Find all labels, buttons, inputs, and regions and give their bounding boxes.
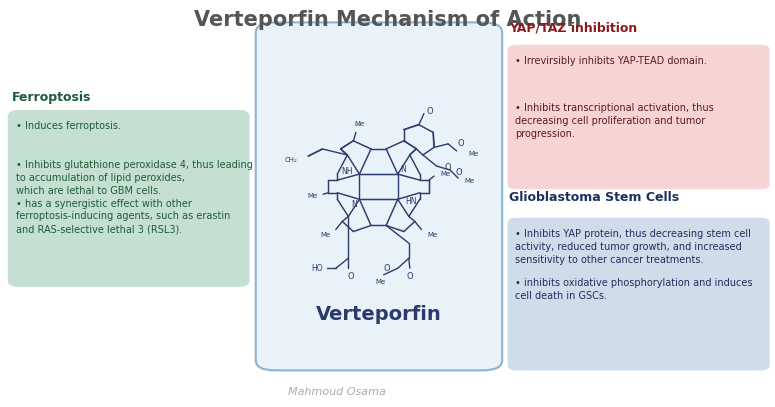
Text: • Irrevirsibly inhibits YAP-TEAD domain.: • Irrevirsibly inhibits YAP-TEAD domain.	[515, 56, 708, 66]
Text: —: —	[355, 123, 360, 128]
Text: O: O	[347, 272, 354, 281]
Text: Me: Me	[427, 232, 437, 238]
Text: • Inhibits transcriptional activation, thus
decreasing cell proliferation and tu: • Inhibits transcriptional activation, t…	[515, 103, 714, 138]
Text: Me: Me	[464, 178, 474, 184]
Text: • Induces ferroptosis.: • Induces ferroptosis.	[16, 121, 120, 131]
Text: HO: HO	[311, 264, 322, 273]
Text: • has a synergistic effect with other
ferroptosis-inducing agents, such as erast: • has a synergistic effect with other fe…	[16, 199, 230, 234]
Text: O: O	[455, 168, 462, 177]
FancyBboxPatch shape	[8, 110, 250, 287]
Text: Me: Me	[440, 171, 450, 177]
Text: Mahmoud Osama: Mahmoud Osama	[288, 387, 386, 397]
Text: YAP/TAZ inhibition: YAP/TAZ inhibition	[509, 22, 637, 35]
Text: O: O	[444, 163, 451, 172]
Text: Me: Me	[320, 232, 330, 238]
Text: Me: Me	[354, 121, 364, 127]
Text: • Inhibits YAP protein, thus decreasing stem cell
activity, reduced tumor growth: • Inhibits YAP protein, thus decreasing …	[515, 229, 751, 265]
Text: Me: Me	[307, 193, 317, 199]
Text: NH: NH	[341, 167, 353, 176]
Text: N: N	[400, 165, 406, 174]
FancyBboxPatch shape	[508, 218, 770, 370]
Text: Me: Me	[375, 279, 385, 285]
FancyBboxPatch shape	[256, 22, 502, 370]
Text: CH₂: CH₂	[285, 157, 298, 163]
Text: O: O	[427, 107, 433, 116]
Text: Verteporfin: Verteporfin	[316, 304, 442, 324]
Text: O: O	[384, 264, 391, 273]
Text: Glioblastoma Stem Cells: Glioblastoma Stem Cells	[509, 191, 680, 204]
Text: • inhibits oxidative phosphorylation and induces
cell death in GSCs.: • inhibits oxidative phosphorylation and…	[515, 278, 753, 301]
Text: O: O	[457, 139, 464, 149]
FancyBboxPatch shape	[508, 45, 770, 189]
Text: N: N	[351, 200, 357, 209]
Text: Me: Me	[468, 151, 479, 157]
Text: Ferroptosis: Ferroptosis	[12, 91, 91, 104]
Text: O: O	[407, 272, 413, 281]
Text: HN: HN	[405, 197, 417, 206]
Text: • Inhibits glutathione peroxidase 4, thus leading
to accumulation of lipid perox: • Inhibits glutathione peroxidase 4, thu…	[16, 160, 253, 195]
Text: Verteporfin Mechanism of Action: Verteporfin Mechanism of Action	[194, 10, 581, 30]
